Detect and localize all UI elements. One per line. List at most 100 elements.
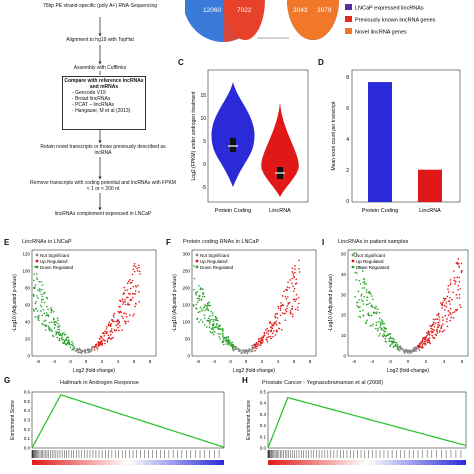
panel-title: Protein coding RNAs in LNCaP [183, 239, 260, 245]
panel-letter-g: G [4, 376, 11, 385]
flow-step-2: Alignment to hg19 with TopHat [66, 37, 134, 43]
x-tick-label: -4 [370, 359, 374, 364]
legend-marker [351, 259, 355, 263]
y-tick-label: 250 [182, 269, 190, 274]
legend-label: Not Significant [40, 253, 70, 258]
x-tick-label: 0 [407, 359, 410, 364]
legend-label: Down Regulated [356, 265, 390, 270]
x-tick-label: 6 [293, 359, 296, 364]
y-tick-label: 20 [25, 337, 31, 342]
violin-chart: Log2 (FPKM) under androgen treatment -5 … [191, 69, 309, 214]
legend-marker [351, 253, 355, 257]
svg-text:5: 5 [203, 139, 206, 145]
panel-letter-h: H [242, 376, 248, 385]
x-tick-label: 2 [261, 359, 264, 364]
venn-overlap [225, 0, 265, 40]
bar-chart: Mean exon count per transcript 0 2 4 6 8… [331, 69, 461, 214]
y-tick-label: 0.6 [24, 390, 31, 395]
x-tick-label: -6 [196, 359, 200, 364]
legend-marker [195, 259, 199, 263]
x-tick-label: 8 [309, 359, 312, 364]
svg-text:2: 2 [346, 168, 349, 174]
y-tick-label: 0.1 [260, 434, 267, 439]
x-tick-label: 6 [461, 359, 464, 364]
y-axis-label: Enrichment Score [10, 400, 16, 440]
y-tick-label: 150 [182, 303, 190, 308]
y-tick-label: 0.4 [260, 401, 267, 406]
panel-title: LincRNAs in patient samples [338, 239, 409, 245]
y-tick-label: 60 [25, 303, 31, 308]
venn-left-a-label: 12060 [203, 7, 221, 14]
ranked-list-bar [268, 460, 466, 465]
y-tick-labels: -5 0 5 10 15 [200, 93, 206, 191]
y-tick-label: 0.5 [260, 390, 267, 395]
y-tick-label: 30 [341, 292, 347, 297]
y-tick-label: 100 [22, 269, 30, 274]
svg-text:0: 0 [203, 162, 206, 168]
legend-label: Not Significant [200, 253, 230, 258]
y-tick-label: 0.2 [260, 423, 267, 428]
y-tick-label: 0.0 [24, 446, 31, 451]
enrichment-curve [267, 396, 467, 449]
x-tick-label: -2 [388, 359, 392, 364]
legend-swatch [345, 28, 352, 34]
compare-item: - PCAT – lincRNAs [72, 102, 115, 108]
y-tick-label: 100 [182, 320, 190, 325]
x-tick-label: 4 [277, 359, 280, 364]
y-tick-label: 40 [25, 320, 31, 325]
venn-right-b-label: 3979 [317, 7, 332, 14]
compare-item: - Gencode V19 [72, 90, 106, 96]
svg-text:6: 6 [346, 106, 349, 112]
legend-marker [195, 265, 199, 269]
flow-step-3: Assembly with Cufflinks [73, 65, 127, 71]
volcano-plot-i: -Log10 (Adjusted p-value) Log2 (fold-chan… [328, 249, 469, 374]
legend-label: Down Regulated [40, 265, 74, 270]
flow-arrows [98, 17, 102, 211]
x-tick-label: -6 [36, 359, 40, 364]
y-axis-label: Enrichment Score [246, 400, 252, 440]
x-tick-label: 6 [133, 359, 136, 364]
y-tick-label: 0.5 [24, 399, 31, 404]
x-tick-label: -4 [52, 359, 56, 364]
x-category-label: LincRNA [269, 208, 291, 214]
y-tick-label: 10 [341, 333, 347, 338]
ranked-list-bar [32, 460, 224, 465]
legend-label: Not Significant [356, 253, 386, 258]
flow-step-5: Remove transcripts with coding potential… [30, 180, 176, 192]
venn-right-a-label: 3043 [293, 7, 308, 14]
y-tick-label: 0.3 [24, 418, 31, 423]
gsea-plot-g: Enrichment Score 0.0 0.1 0.2 0.3 0.4 0.5 0.6 [10, 390, 225, 465]
panel-letter-d: D [318, 58, 324, 67]
y-axis-label: -Log10 (Adjusted p-value) [12, 274, 18, 332]
gsea-plot-h: Enrichment Score 0.0 0.1 0.2 0.3 0.4 0.5 [246, 390, 467, 465]
x-tick-label: 2 [101, 359, 104, 364]
panel-title: Hallmark in Androgen Response [60, 380, 139, 386]
legend-label: Up Regulated [356, 259, 384, 264]
violin-lincrna [261, 102, 299, 197]
x-category-label: LincRNA [419, 208, 441, 214]
legend-swatch [345, 16, 352, 22]
compare-title: Compare with reference lncRNAs and mRNAs [64, 78, 144, 90]
x-category-label: Protein Coding [362, 208, 398, 214]
legend-swatch [345, 4, 352, 10]
y-tick-label: 0 [343, 354, 346, 359]
x-tick-label: 0 [245, 359, 248, 364]
x-tick-label: 0 [85, 359, 88, 364]
panel-letter-f: F [166, 238, 171, 247]
legend-label: Novel lincRNA genes [355, 30, 407, 36]
x-axis-label: Log2 (fold-change) [387, 368, 429, 374]
x-category-label: Protein Coding [215, 208, 251, 214]
compare-item: - Broad lincRNAs [72, 96, 111, 102]
panel-title: Prostate Cancer - Yegnasubramanian et al… [262, 380, 384, 386]
legend-label: Down Regulated [200, 265, 234, 270]
y-tick-label: 0.0 [260, 446, 267, 451]
y-tick-label: 0.3 [260, 412, 267, 417]
y-tick-label: 50 [341, 252, 347, 257]
y-tick-label: 80 [25, 286, 31, 291]
volcano-plot-f: -Log10 (Adjusted p-value) Log2 (fold-chan… [172, 249, 317, 374]
y-tick-label: 0.4 [24, 408, 31, 413]
y-tick-label: 0 [187, 354, 190, 359]
x-tick-label: -2 [228, 359, 232, 364]
x-axis-label: Log2 (fold-change) [233, 368, 275, 374]
y-tick-label: 20 [341, 313, 347, 318]
